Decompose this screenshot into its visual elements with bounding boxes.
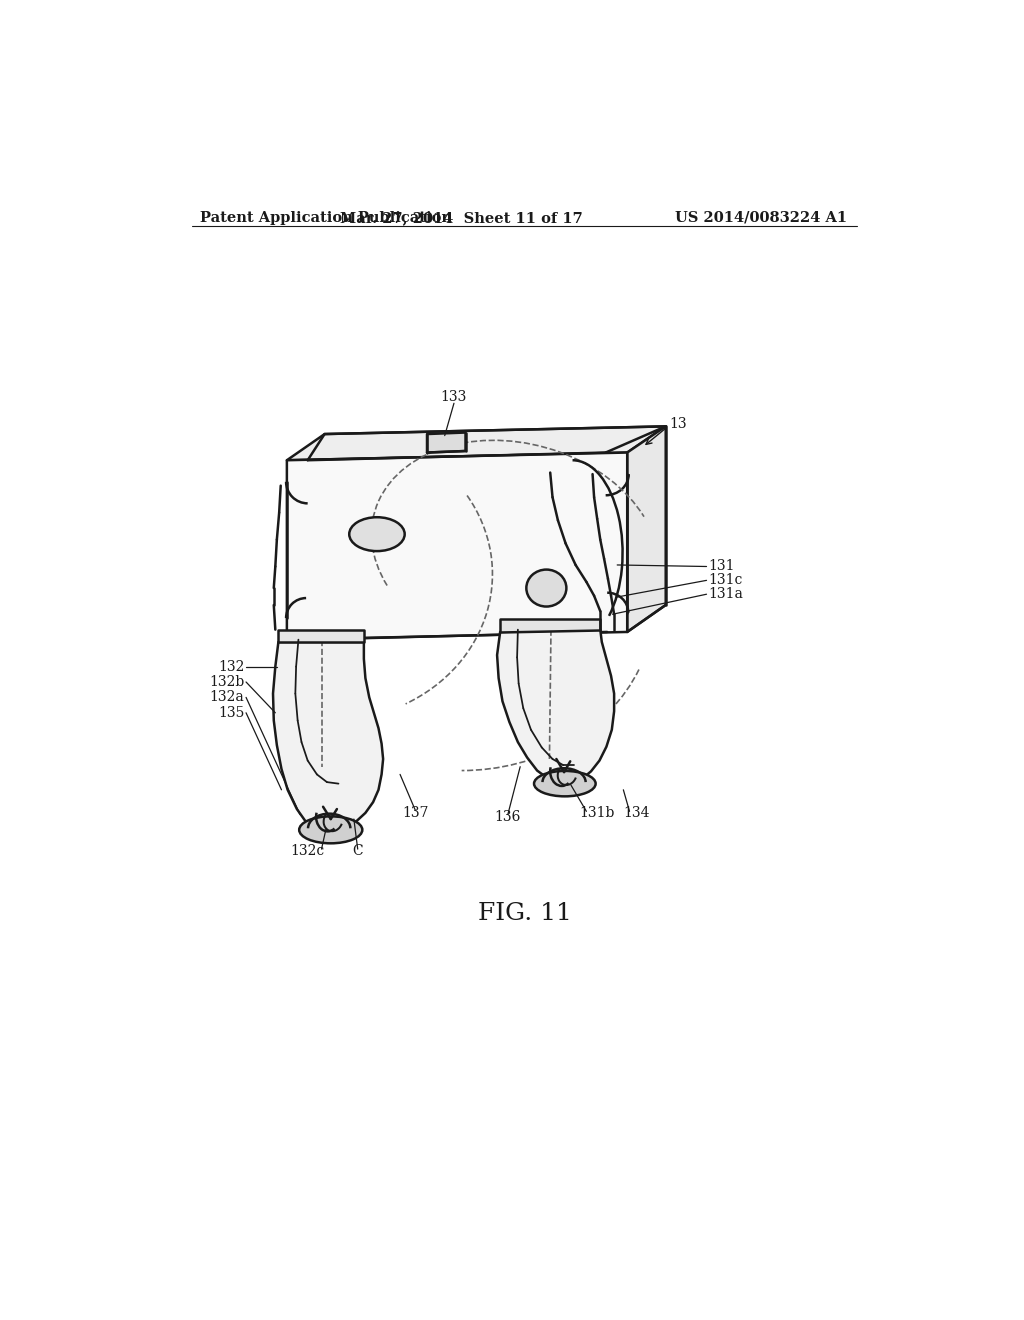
Text: 136: 136 [495, 809, 521, 824]
Polygon shape [427, 433, 466, 453]
Polygon shape [628, 426, 666, 632]
Ellipse shape [349, 517, 404, 552]
Text: 131c: 131c [708, 573, 742, 587]
Polygon shape [287, 453, 628, 640]
Text: 132: 132 [218, 660, 245, 673]
Polygon shape [497, 630, 614, 784]
Polygon shape [279, 630, 364, 642]
Ellipse shape [526, 570, 566, 607]
Text: 13: 13 [670, 417, 687, 432]
Text: 132a: 132a [210, 690, 245, 705]
Text: US 2014/0083224 A1: US 2014/0083224 A1 [675, 211, 847, 224]
Text: 132c: 132c [291, 845, 325, 858]
Text: 133: 133 [440, 391, 467, 404]
Text: Mar. 27, 2014  Sheet 11 of 17: Mar. 27, 2014 Sheet 11 of 17 [340, 211, 583, 224]
Polygon shape [287, 426, 666, 461]
Text: 131: 131 [708, 560, 734, 573]
Text: 135: 135 [218, 706, 245, 719]
Ellipse shape [299, 816, 362, 843]
Text: FIG. 11: FIG. 11 [478, 902, 571, 924]
Text: 131a: 131a [708, 587, 743, 601]
Text: 131b: 131b [580, 807, 614, 820]
Polygon shape [273, 642, 383, 833]
Text: 137: 137 [402, 807, 429, 820]
Text: 134: 134 [624, 807, 650, 820]
Ellipse shape [535, 771, 596, 796]
Polygon shape [500, 619, 600, 632]
Text: 132b: 132b [209, 675, 245, 689]
Text: C: C [352, 845, 364, 858]
Text: Patent Application Publication: Patent Application Publication [200, 211, 452, 224]
